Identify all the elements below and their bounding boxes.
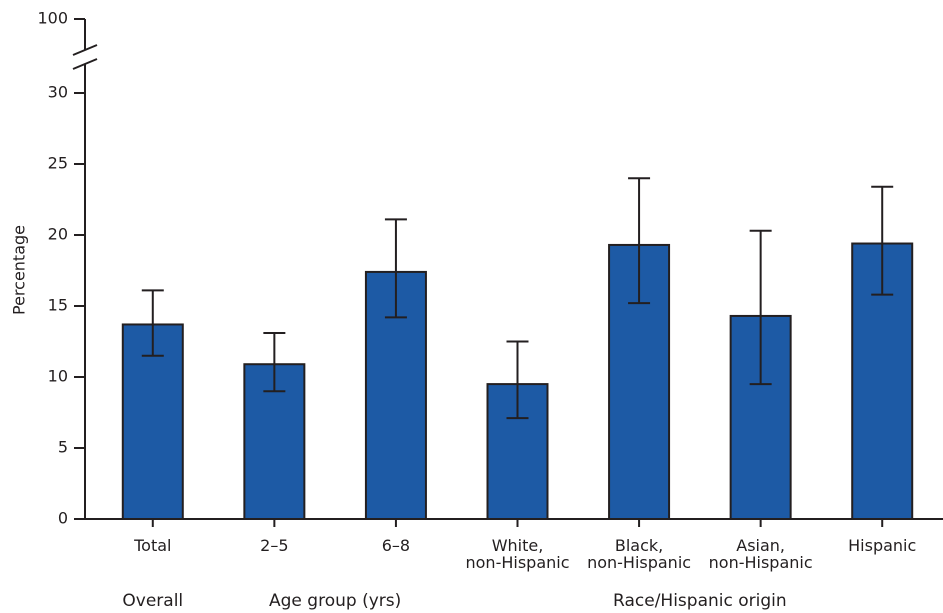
x-tick-label: Asian, non-Hispanic <box>708 536 813 572</box>
error-bar <box>506 340 529 420</box>
error-bar <box>384 218 407 319</box>
group-label: Overall <box>122 591 184 611</box>
y-tick-label: 15 <box>48 296 68 315</box>
x-tick-label: 6–8 <box>381 536 411 555</box>
error-bar <box>871 185 894 296</box>
x-tick-label: 2–5 <box>260 536 289 555</box>
bar <box>121 323 184 520</box>
y-axis-label: Percentage <box>10 225 29 315</box>
error-bar <box>749 229 772 386</box>
x-tick-label: Hispanic <box>848 536 917 555</box>
group-label: Age group (yrs) <box>269 591 402 611</box>
y-tick-label: 25 <box>48 154 68 173</box>
y-tick-label: 10 <box>48 367 68 386</box>
error-bar <box>141 289 164 357</box>
y-tick-label: 30 <box>48 83 68 102</box>
x-tick-label: Black, non-Hispanic <box>587 536 692 572</box>
axis-break <box>72 58 98 70</box>
y-tick-label: 100 <box>37 9 68 28</box>
error-bar <box>628 177 651 305</box>
y-tick-label: 20 <box>48 225 68 244</box>
error-bar <box>263 331 286 393</box>
y-tick-label: 5 <box>58 438 68 457</box>
y-tick-label: 0 <box>58 509 68 528</box>
x-tick-label: White, non-Hispanic <box>465 536 570 572</box>
group-label: Race/Hispanic origin <box>613 591 787 611</box>
axis-break <box>72 44 98 56</box>
x-tick-label: Total <box>134 536 172 555</box>
bar <box>243 363 306 520</box>
